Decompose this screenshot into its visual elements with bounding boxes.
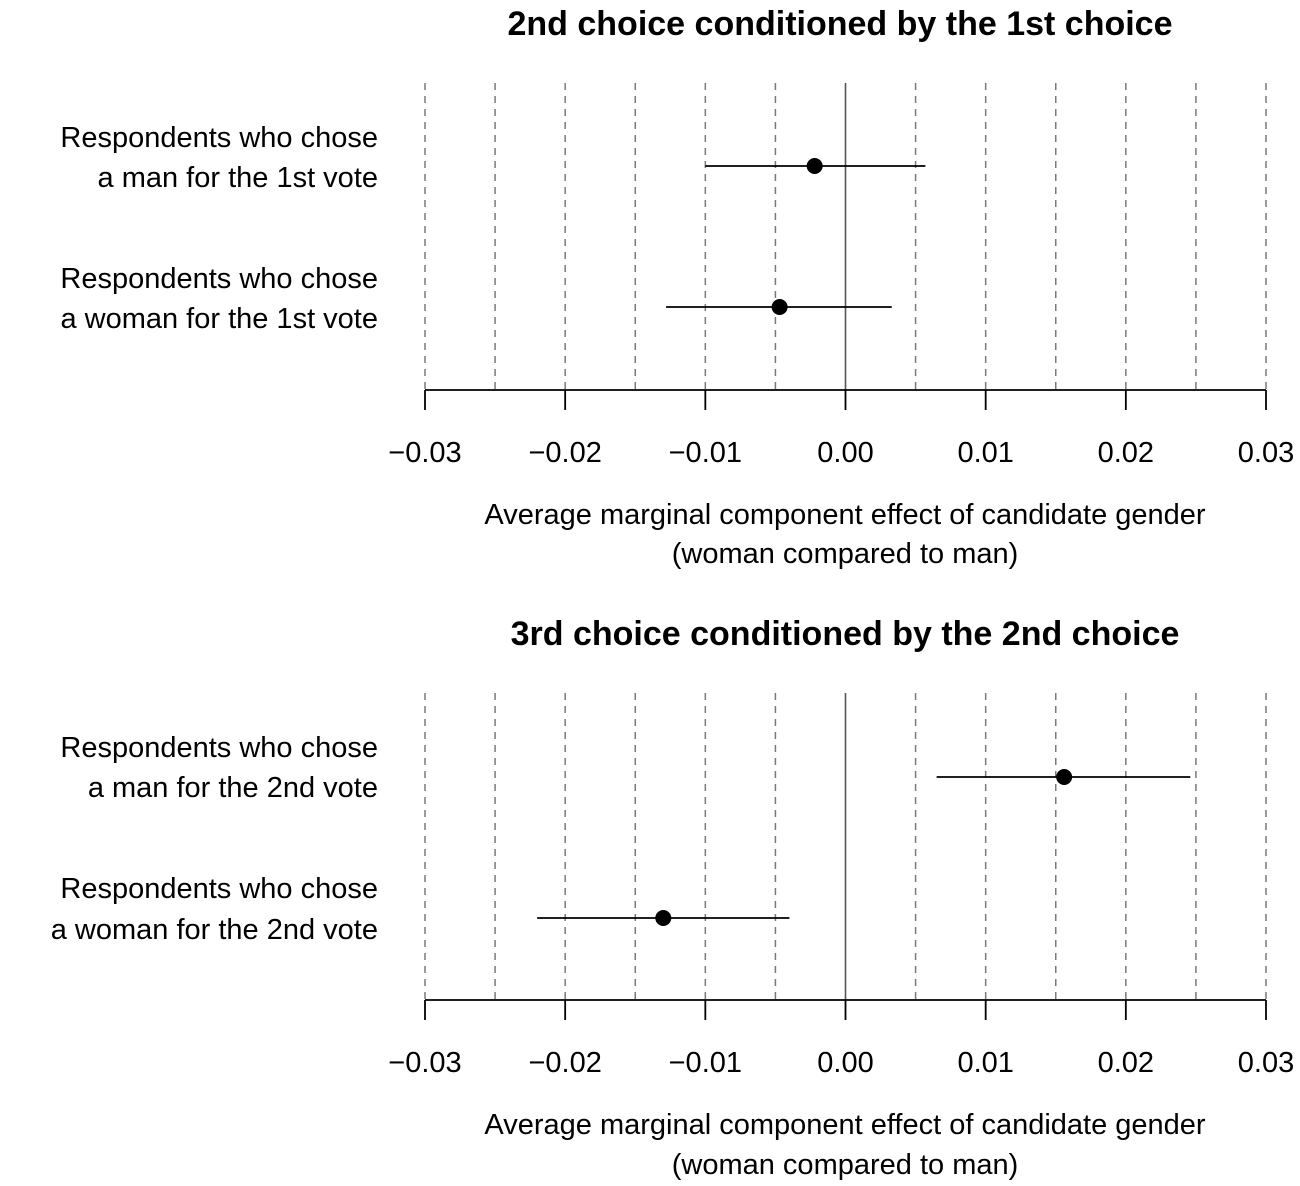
panel-2: 3rd choice conditioned by the 2nd choice…	[51, 615, 1294, 1181]
panel-2-x-axis-label-line-1: Average marginal component effect of can…	[484, 1109, 1206, 1141]
panel-2-grid	[424, 693, 1267, 1000]
panel-2-marks	[537, 769, 1191, 926]
x-tick-label: −0.01	[669, 1047, 742, 1079]
panel-1-row-2-label-line-2: a woman for the 1st vote	[60, 303, 378, 335]
panel-2-x-axis-label-line-2: (woman compared to man)	[672, 1149, 1019, 1181]
point-estimate	[771, 299, 788, 315]
point-estimate	[655, 910, 672, 926]
x-tick-label: 0.00	[817, 1047, 873, 1079]
x-tick-label: −0.03	[388, 437, 461, 469]
x-tick-label: −0.02	[528, 1047, 601, 1079]
point-estimate	[806, 158, 823, 174]
x-tick-label: 0.01	[957, 437, 1013, 469]
panel-1-x-axis: −0.03 −0.02 −0.01 0.00 0.01 0.02 0.03	[388, 389, 1294, 469]
panel-1-grid	[424, 83, 1267, 390]
panel-2-row-2-label-line-2: a woman for the 2nd vote	[51, 914, 378, 946]
panel-1-marks	[666, 158, 926, 315]
panel-2-title: 3rd choice conditioned by the 2nd choice	[511, 615, 1180, 653]
panel-1-title: 2nd choice conditioned by the 1st choice	[507, 5, 1172, 43]
panel-1-row-1-label-line-2: a man for the 1st vote	[98, 162, 378, 194]
x-tick-label: 0.02	[1098, 437, 1154, 469]
x-tick-label: −0.02	[528, 437, 601, 469]
x-tick-label: −0.03	[388, 1047, 461, 1079]
x-tick-label: 0.03	[1238, 1047, 1294, 1079]
panel-1: 2nd choice conditioned by the 1st choice…	[60, 5, 1294, 570]
x-tick-label: 0.02	[1098, 1047, 1154, 1079]
x-tick-label: 0.01	[957, 1047, 1013, 1079]
panel-2-x-axis: −0.03 −0.02 −0.01 0.00 0.01 0.02 0.03	[388, 999, 1294, 1079]
point-estimate	[1056, 769, 1073, 785]
panel-2-row-1-label-line-1: Respondents who chose	[60, 732, 378, 764]
panel-1-x-axis-label-line-1: Average marginal component effect of can…	[484, 499, 1206, 531]
x-tick-label: 0.00	[817, 437, 873, 469]
panel-2-row-2-label-line-1: Respondents who chose	[60, 873, 378, 905]
panel-1-x-axis-label-line-2: (woman compared to man)	[672, 538, 1019, 570]
panel-1-row-1-label-line-1: Respondents who chose	[60, 122, 378, 154]
panel-2-row-1-label-line-2: a man for the 2nd vote	[88, 772, 378, 804]
panel-1-row-2-label-line-1: Respondents who chose	[60, 263, 378, 295]
x-tick-label: 0.03	[1238, 437, 1294, 469]
x-tick-label: −0.01	[669, 437, 742, 469]
